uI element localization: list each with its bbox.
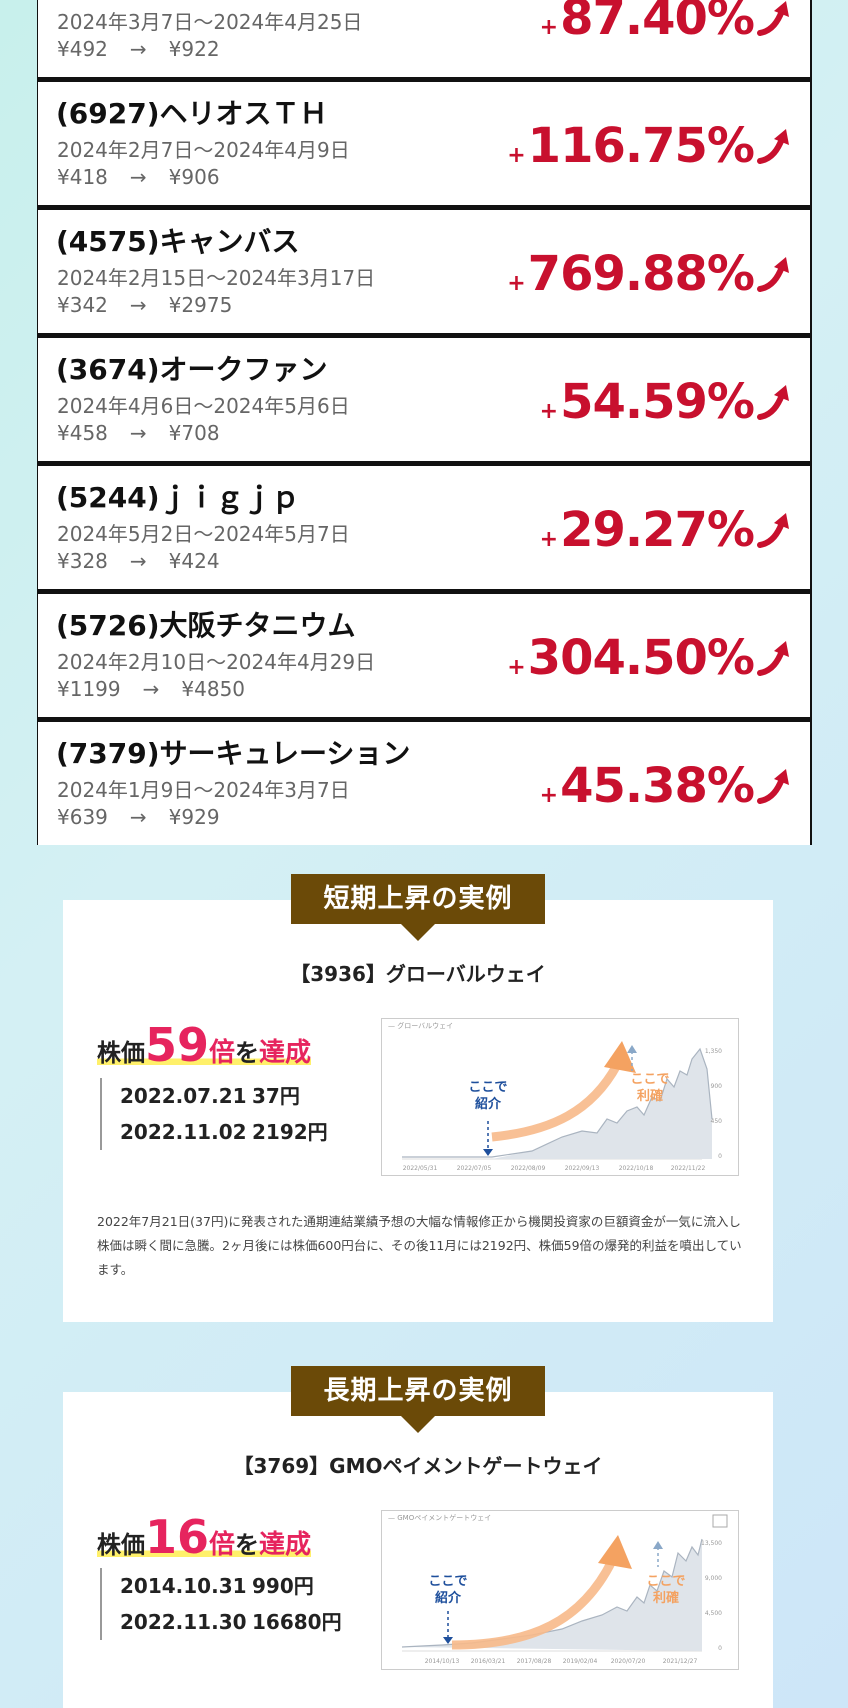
svg-text:2016/03/21: 2016/03/21 bbox=[471, 1658, 506, 1665]
gain-percent: +304.50% bbox=[507, 630, 794, 686]
trend-up-arrow-icon bbox=[757, 513, 789, 548]
gain-percent: +116.75% bbox=[507, 118, 794, 174]
price-history: 2022.07.21 37円 2022.11.02 2192円 bbox=[100, 1078, 328, 1150]
svg-text:紹介: 紹介 bbox=[435, 1590, 462, 1606]
stock-card: 2024年3月7日〜2024年4月25日 ¥492 → ¥922 +87.40% bbox=[38, 0, 810, 77]
stock-name: (7379)サーキュレーション bbox=[56, 737, 411, 770]
svg-text:ここで: ここで bbox=[428, 1574, 467, 1589]
trend-up-arrow-icon bbox=[757, 257, 789, 292]
svg-text:— GMOペイメントゲートウェイ: — GMOペイメントゲートウェイ bbox=[388, 1513, 491, 1522]
stock-period: 2024年5月2日〜2024年5月7日 bbox=[57, 522, 350, 546]
price-row: 2022.11.02 2192円 bbox=[120, 1120, 328, 1144]
section-badge: 長期上昇の実例 bbox=[291, 1366, 545, 1416]
gain-percent: +54.59% bbox=[540, 374, 794, 430]
stock-period: 2024年2月15日〜2024年3月17日 bbox=[57, 266, 376, 290]
svg-text:0: 0 bbox=[718, 1645, 722, 1652]
example-description: 2022年7月21日(37円)に発表された通期連結業績予想の大幅な情報修正から機… bbox=[97, 1214, 742, 1277]
short-term-example-panel: 短期上昇の実例 【3936】グローバルウェイ 株価59倍を達成 2022.07.… bbox=[63, 874, 773, 1322]
stock-price-change: ¥418 → ¥906 bbox=[57, 165, 220, 189]
stock-price-change: ¥639 → ¥929 bbox=[57, 805, 220, 829]
stock-card: (5726)大阪チタニウム 2024年2月10日〜2024年4月29日 ¥119… bbox=[38, 594, 810, 717]
stock-chart: — GMOペイメントゲートウェイ ここで 紹介 ここで 利確 13,500 9,… bbox=[381, 1510, 739, 1670]
price-row: 2022.07.21 37円 bbox=[120, 1084, 300, 1108]
price-row: 2014.10.31 990円 bbox=[120, 1574, 314, 1598]
stock-name: (5244)ｊｉｇｊｐ bbox=[56, 481, 300, 514]
badge-pointer bbox=[401, 924, 435, 941]
trend-up-arrow-icon bbox=[757, 129, 789, 164]
svg-text:ここで: ここで bbox=[630, 1072, 669, 1087]
stock-period: 2024年1月9日〜2024年3月7日 bbox=[57, 778, 350, 802]
svg-text:4,500: 4,500 bbox=[705, 1610, 722, 1617]
svg-text:13,500: 13,500 bbox=[701, 1540, 722, 1547]
stock-price-change: ¥458 → ¥708 bbox=[57, 421, 220, 445]
stock-card: (3674)オークファン 2024年4月6日〜2024年5月6日 ¥458 → ¥7… bbox=[38, 338, 810, 461]
stock-name: (5726)大阪チタニウム bbox=[56, 609, 356, 642]
svg-text:9,000: 9,000 bbox=[705, 1575, 722, 1582]
gain-percent: +45.38% bbox=[540, 758, 794, 814]
section-badge: 短期上昇の実例 bbox=[291, 874, 545, 924]
stock-price-change: ¥492 → ¥922 bbox=[57, 37, 220, 61]
svg-text:2014/10/13: 2014/10/13 bbox=[425, 1658, 460, 1665]
stock-name: (6927)ヘリオスＴＨ bbox=[56, 97, 328, 130]
price-history: 2014.10.31 990円 2022.11.30 16680円 bbox=[100, 1568, 342, 1640]
price-row: 2022.11.30 16680円 bbox=[120, 1610, 342, 1634]
svg-text:利確: 利確 bbox=[653, 1590, 679, 1606]
stock-chart: — グローバルウェイ ここで 紹介 ここで 利確 1,350 900 450 0… bbox=[381, 1018, 739, 1176]
stock-price-change: ¥328 → ¥424 bbox=[57, 549, 220, 573]
svg-text:ここで: ここで bbox=[646, 1574, 685, 1589]
badge-pointer bbox=[401, 1416, 435, 1433]
svg-text:ここで: ここで bbox=[468, 1080, 507, 1095]
stock-card: (5244)ｊｉｇｊｐ 2024年5月2日〜2024年5月7日 ¥328 → ¥42… bbox=[38, 466, 810, 589]
example-stock-title: 【3769】GMOペイメントゲートウェイ bbox=[233, 1454, 603, 1478]
stock-price-change: ¥342 → ¥2975 bbox=[57, 293, 233, 317]
svg-text:2022/05/31: 2022/05/31 bbox=[403, 1165, 438, 1172]
svg-text:2022/08/09: 2022/08/09 bbox=[511, 1165, 546, 1172]
svg-text:2020/07/20: 2020/07/20 bbox=[611, 1658, 646, 1665]
gain-percent: +769.88% bbox=[507, 246, 794, 302]
long-term-example-panel: 長期上昇の実例 【3769】GMOペイメントゲートウェイ 株価16倍を達成 20… bbox=[63, 1366, 773, 1708]
svg-text:2021/12/27: 2021/12/27 bbox=[663, 1658, 698, 1665]
stock-period: 2024年3月7日〜2024年4月25日 bbox=[57, 10, 363, 34]
trend-up-arrow-icon bbox=[757, 385, 789, 420]
svg-text:450: 450 bbox=[711, 1118, 723, 1125]
gain-percent: +29.27% bbox=[540, 502, 794, 558]
gain-percent: +87.40% bbox=[540, 0, 794, 46]
svg-text:2022/10/18: 2022/10/18 bbox=[619, 1165, 654, 1172]
stock-name: (3674)オークファン bbox=[56, 353, 328, 386]
svg-text:900: 900 bbox=[711, 1083, 723, 1090]
stock-period: 2024年2月7日〜2024年4月9日 bbox=[57, 138, 350, 162]
svg-text:0: 0 bbox=[718, 1153, 722, 1160]
stock-period: 2024年2月10日〜2024年4月29日 bbox=[57, 650, 376, 674]
example-stock-title: 【3936】グローバルウェイ bbox=[290, 962, 546, 986]
stock-results-list: 2024年3月7日〜2024年4月25日 ¥492 → ¥922 +87.40% (… bbox=[37, 0, 812, 845]
svg-text:— グローバルウェイ: — グローバルウェイ bbox=[388, 1021, 453, 1030]
svg-text:2017/08/28: 2017/08/28 bbox=[517, 1658, 552, 1665]
stock-card: (4575)キャンバス 2024年2月15日〜2024年3月17日 ¥342 → ¥… bbox=[38, 210, 810, 333]
stock-card: (6927)ヘリオスＴＨ 2024年2月7日〜2024年4月9日 ¥418 → ¥9… bbox=[38, 82, 810, 205]
svg-text:利確: 利確 bbox=[637, 1088, 663, 1104]
svg-text:2019/02/04: 2019/02/04 bbox=[563, 1658, 598, 1665]
svg-text:紹介: 紹介 bbox=[475, 1096, 502, 1112]
svg-text:2022/09/13: 2022/09/13 bbox=[565, 1165, 600, 1172]
multiple-headline: 株価59倍を達成 bbox=[97, 1018, 312, 1072]
svg-text:2022/11/22: 2022/11/22 bbox=[671, 1165, 706, 1172]
stock-period: 2024年4月6日〜2024年5月6日 bbox=[57, 394, 350, 418]
stock-card: (7379)サーキュレーション 2024年1月9日〜2024年3月7日 ¥639… bbox=[38, 722, 810, 845]
trend-up-arrow-icon bbox=[757, 641, 789, 676]
multiple-headline: 株価16倍を達成 bbox=[97, 1510, 312, 1564]
stock-name: (4575)キャンバス bbox=[56, 225, 300, 258]
svg-text:2022/07/05: 2022/07/05 bbox=[457, 1165, 492, 1172]
svg-text:1,350: 1,350 bbox=[705, 1048, 722, 1055]
stock-price-change: ¥1199 → ¥4850 bbox=[57, 677, 246, 701]
trend-up-arrow-icon bbox=[757, 1, 789, 36]
trend-up-arrow-icon bbox=[757, 769, 789, 804]
